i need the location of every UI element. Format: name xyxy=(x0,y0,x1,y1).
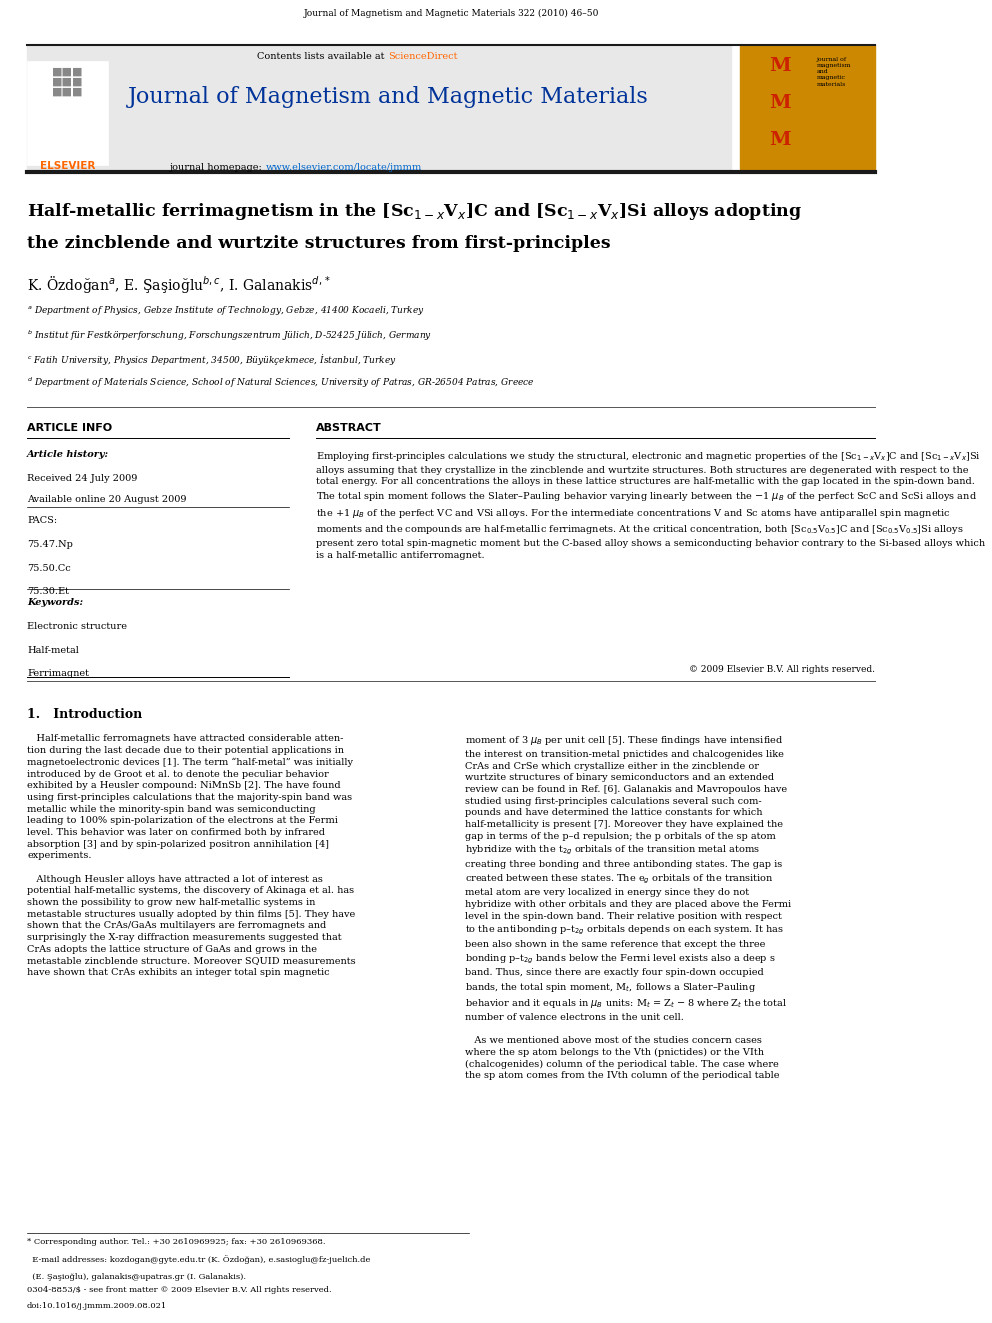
Text: Article history:: Article history: xyxy=(27,450,109,459)
Text: www.elsevier.com/locate/jmmm: www.elsevier.com/locate/jmmm xyxy=(266,163,423,172)
Text: $^c$ Fatih University, Physics Department, 34500, Büyükçekmece, İstanbul, Turkey: $^c$ Fatih University, Physics Departmen… xyxy=(27,352,397,366)
Text: ScienceDirect: ScienceDirect xyxy=(388,52,457,61)
Text: Electronic structure: Electronic structure xyxy=(27,622,127,631)
Text: Ferrimagnet: Ferrimagnet xyxy=(27,669,89,679)
Text: 75.47.Np: 75.47.Np xyxy=(27,540,73,549)
Text: M: M xyxy=(769,57,791,75)
Text: journal homepage:: journal homepage: xyxy=(171,163,266,172)
Text: Employing first-principles calculations we study the structural, electronic and : Employing first-principles calculations … xyxy=(315,450,985,560)
Text: 75.50.Cc: 75.50.Cc xyxy=(27,564,70,573)
Text: Journal of Magnetism and Magnetic Materials: Journal of Magnetism and Magnetic Materi… xyxy=(128,86,649,108)
Text: Journal of Magnetism and Magnetic Materials 322 (2010) 46–50: Journal of Magnetism and Magnetic Materi… xyxy=(304,9,599,19)
Text: ELSEVIER: ELSEVIER xyxy=(40,161,95,172)
Text: ABSTRACT: ABSTRACT xyxy=(315,423,382,434)
Text: the zincblende and wurtzite structures from first-principles: the zincblende and wurtzite structures f… xyxy=(27,235,611,253)
Text: ■■■
■■■
■■■: ■■■ ■■■ ■■■ xyxy=(52,66,83,97)
Text: Received 24 July 2009: Received 24 July 2009 xyxy=(27,474,138,483)
Text: $^b$ Institut für Festkörperforschung, Forschungszentrum Jülich, D-52425 Jülich,: $^b$ Institut für Festkörperforschung, F… xyxy=(27,328,433,343)
Text: (E. Şaşioğlu), galanakis@upatras.gr (I. Galanakis).: (E. Şaşioğlu), galanakis@upatras.gr (I. … xyxy=(27,1273,246,1281)
Text: ARTICLE INFO: ARTICLE INFO xyxy=(27,423,112,434)
Text: Keywords:: Keywords: xyxy=(27,598,83,607)
Text: Half-metallic ferromagnets have attracted considerable atten-
tion during the la: Half-metallic ferromagnets have attracte… xyxy=(27,734,356,976)
Bar xyxy=(27,61,108,165)
Text: $^d$ Department of Materials Science, School of Natural Sciences, University of : $^d$ Department of Materials Science, Sc… xyxy=(27,376,535,390)
Text: Contents lists available at: Contents lists available at xyxy=(257,52,388,61)
Text: $^a$ Department of Physics, Gebze Institute of Technology, Gebze, 41400 Kocaeli,: $^a$ Department of Physics, Gebze Instit… xyxy=(27,304,425,318)
Text: Half-metallic ferrimagnetism in the [Sc$_{1-x}$V$_x$]C and [Sc$_{1-x}$V$_x$]Si a: Half-metallic ferrimagnetism in the [Sc$… xyxy=(27,201,803,222)
Text: 1.   Introduction: 1. Introduction xyxy=(27,708,142,721)
Text: Available online 20 August 2009: Available online 20 August 2009 xyxy=(27,495,186,504)
Text: journal of
magnetism
and
magnetic
materials: journal of magnetism and magnetic materi… xyxy=(816,57,851,87)
Bar xyxy=(740,45,875,169)
Text: K. Özdoğan$^a$, E. Şaşioğlu$^{b,c}$, I. Galanakis$^{d,*}$: K. Özdoğan$^a$, E. Şaşioğlu$^{b,c}$, I. … xyxy=(27,274,331,295)
Text: M: M xyxy=(769,131,791,149)
Text: 75.30.Et: 75.30.Et xyxy=(27,587,69,597)
Text: * Corresponding author. Tel.: +30 2610969925; fax: +30 2610969368.: * Corresponding author. Tel.: +30 261096… xyxy=(27,1238,325,1246)
Text: doi:10.1016/j.jmmm.2009.08.021: doi:10.1016/j.jmmm.2009.08.021 xyxy=(27,1302,168,1310)
Text: Half-metal: Half-metal xyxy=(27,646,79,655)
Text: 0304-8853/$ - see front matter © 2009 Elsevier B.V. All rights reserved.: 0304-8853/$ - see front matter © 2009 El… xyxy=(27,1286,331,1294)
Bar xyxy=(27,45,731,169)
Text: E-mail addresses: kozdogan@gyte.edu.tr (K. Özdoğan), e.sasioglu@fz-juelich.de: E-mail addresses: kozdogan@gyte.edu.tr (… xyxy=(27,1256,370,1265)
Text: © 2009 Elsevier B.V. All rights reserved.: © 2009 Elsevier B.V. All rights reserved… xyxy=(689,665,875,675)
Text: M: M xyxy=(769,94,791,112)
Text: moment of 3 $\mu_B$ per unit cell [5]. These findings have intensified
the inter: moment of 3 $\mu_B$ per unit cell [5]. T… xyxy=(464,734,791,1081)
Text: PACS:: PACS: xyxy=(27,516,58,525)
